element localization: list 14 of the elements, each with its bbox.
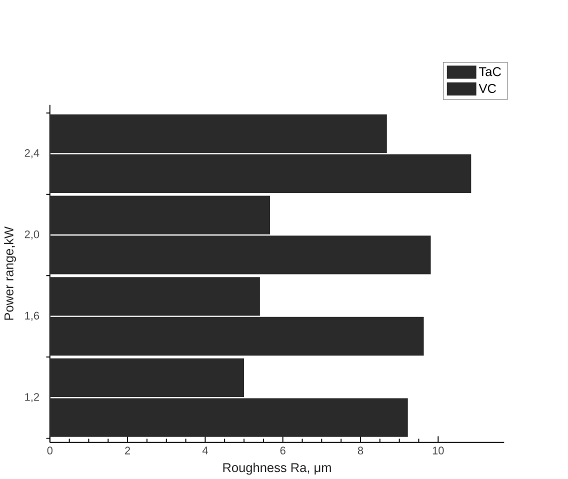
y-axis-title: Power range,kW	[4, 226, 16, 320]
y-tick-label: 1,6	[25, 312, 40, 321]
x-tick-label: 2	[125, 446, 130, 454]
y-tick-label: 2,4	[24, 149, 40, 158]
x-tick-label: 4	[202, 446, 208, 454]
y-tick-label: 1,2	[25, 393, 39, 402]
x-tick-label: 8	[358, 446, 364, 455]
x-axis-title: Roughness Ra, μm	[223, 462, 331, 475]
x-tick-label: 6	[280, 446, 286, 455]
legend-label: VC	[478, 84, 496, 94]
x-tick-label: 0	[47, 446, 53, 455]
x-tick-label: 10	[432, 446, 444, 455]
y-tick-label: 2,0	[24, 230, 40, 240]
legend-label: TaC	[479, 67, 501, 76]
